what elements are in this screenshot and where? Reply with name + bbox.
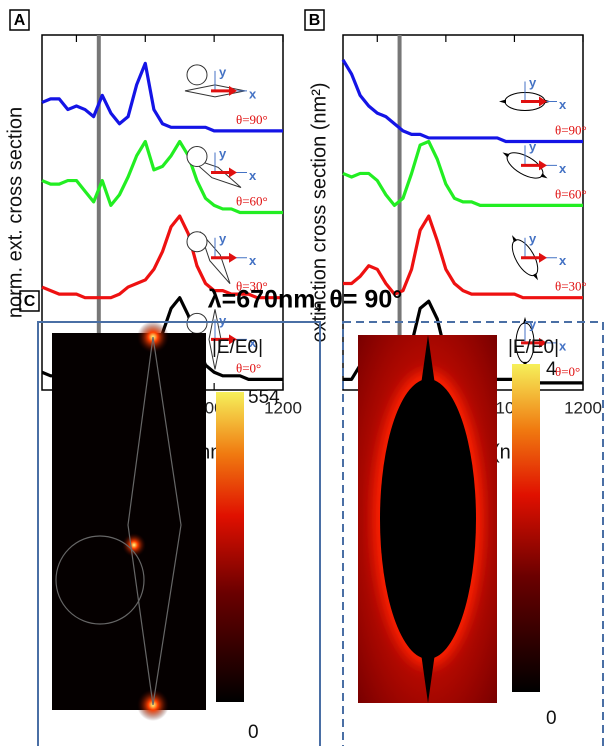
series-label: θ=0°: [555, 364, 580, 379]
x-tick-label: 1200: [264, 398, 302, 417]
field-arrow: [539, 160, 547, 171]
particle: [380, 379, 476, 659]
frame: [342, 321, 604, 746]
axis-letter: y: [219, 146, 227, 161]
series-line: [342, 139, 583, 207]
field-arrow: [229, 334, 237, 345]
particle: [532, 273, 538, 281]
particle-outline: [127, 336, 182, 706]
panel-label: A: [14, 12, 26, 29]
axis-letter: x: [249, 253, 257, 268]
panel-c-title: λ=670nm, θ= 90°: [208, 286, 402, 314]
axis-letter: x: [249, 168, 257, 183]
inset: yx: [184, 64, 257, 101]
axis-letter: x: [559, 161, 567, 176]
particle: [199, 231, 231, 285]
x-tick-label: 1200: [564, 398, 602, 417]
panel-c: C λ=670nm, θ= 90° |E/E0| 554 0 |E/E0| 4 …: [19, 286, 604, 746]
panel-label: B: [309, 12, 321, 29]
axis-letter: x: [559, 253, 567, 268]
axis-letter: y: [219, 313, 227, 328]
inset-shape: [208, 309, 222, 370]
colorbar-label: |E/E0|: [212, 337, 263, 358]
field-arrow: [539, 337, 547, 348]
panel-label-box: [19, 290, 40, 312]
hotspot: [122, 533, 146, 557]
series-line: [41, 139, 283, 215]
colorbar-max: 4: [546, 359, 557, 380]
series-label: θ=0°: [236, 360, 261, 375]
inset: yx: [499, 75, 567, 112]
colorbar: [512, 364, 540, 692]
inset: yx: [186, 146, 257, 188]
panel-label: C: [24, 293, 36, 310]
particle: [421, 653, 435, 703]
field-arrow: [539, 252, 547, 263]
field-arrow: [539, 96, 547, 107]
axis-letter: y: [529, 231, 537, 246]
axis-letter: y: [219, 231, 227, 246]
axis-letter: x: [249, 86, 257, 101]
particle: [186, 231, 208, 253]
inset-shape: [188, 157, 242, 188]
axis-letter: y: [529, 316, 537, 331]
axis-letter: y: [529, 139, 537, 154]
axis-letter: y: [529, 75, 537, 90]
particle-outline: [55, 535, 145, 625]
particle: [188, 157, 242, 188]
series-line: [41, 61, 283, 133]
particle: [502, 152, 510, 158]
particle: [186, 146, 208, 167]
series-label: θ=60°: [236, 193, 268, 208]
y-axis-label: norm. ext. cross section: [4, 107, 26, 318]
particle: [512, 235, 518, 243]
series-label: θ=30°: [236, 279, 268, 294]
particle: [186, 64, 208, 86]
particle: [421, 335, 435, 385]
series-label: θ=60°: [555, 186, 587, 201]
y-axis-label: extinction cross section (nm²): [308, 82, 330, 342]
frame: [37, 321, 321, 746]
series-label: θ=30°: [555, 279, 587, 294]
colorbar-min: 0: [546, 708, 557, 729]
axis-letter: x: [249, 335, 257, 350]
axis-letter: y: [219, 64, 227, 79]
particle: [540, 173, 548, 179]
series-label: θ=90°: [236, 112, 268, 127]
field-arrow: [229, 252, 237, 263]
inset-shape: [199, 231, 231, 285]
inset: yx: [502, 139, 567, 179]
series-label: θ=90°: [555, 122, 587, 137]
field-arrow: [229, 167, 237, 178]
inset: yx: [511, 231, 567, 281]
inset: yx: [186, 231, 257, 285]
panel-label-box: [9, 9, 30, 31]
colorbar-min: 0: [248, 722, 259, 743]
colorbar-label: |E/E0|: [508, 337, 559, 358]
panel-label-box: [304, 9, 325, 31]
colorbar: [216, 392, 244, 702]
axis-letter: x: [559, 97, 567, 112]
inset: yx: [515, 316, 567, 369]
series-line: [343, 214, 583, 300]
series-line: [341, 59, 583, 144]
particle: [186, 312, 208, 334]
particle: [208, 309, 222, 370]
colorbar-max: 554: [248, 387, 280, 408]
series-line: [41, 214, 283, 300]
axis-letter: x: [559, 338, 567, 353]
particle: [499, 99, 506, 104]
field-arrow: [229, 85, 237, 96]
